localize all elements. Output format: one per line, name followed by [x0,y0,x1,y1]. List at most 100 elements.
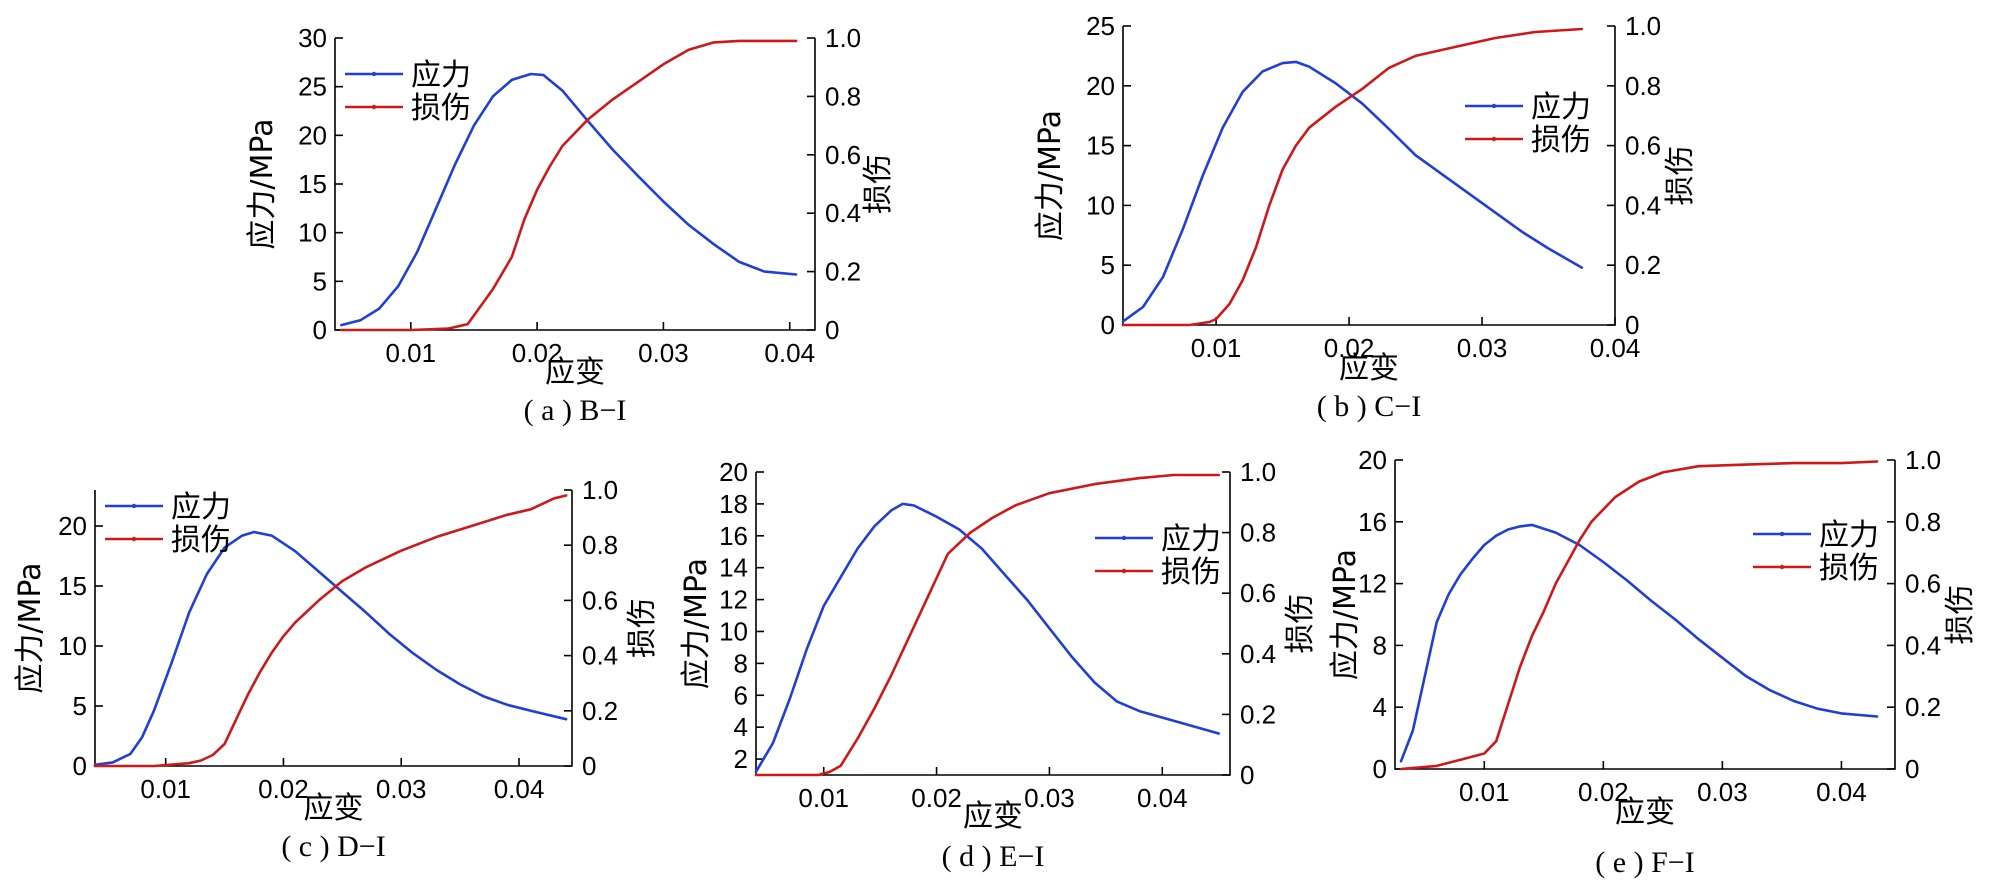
x-tick-label: 0.02 [1578,777,1629,807]
x-tick-label: 0.04 [494,774,545,804]
x-tick-label: 0.04 [1590,333,1641,363]
y-tick-label: 10 [1086,190,1115,220]
y2-tick-label: 0 [582,751,596,781]
x-axis-title: 应变 [1615,795,1675,830]
y-tick-label: 20 [1358,445,1387,475]
x-tick-label: 0.01 [385,338,436,368]
y-tick-label: 25 [1086,11,1115,41]
y2-tick-label: 0.6 [825,140,861,170]
y2-tick-label: 0.2 [1625,250,1661,280]
y-tick-label: 2 [734,744,748,774]
x-tick-label: 0.02 [911,783,962,813]
legend-label: 应力 [1819,518,1879,553]
x-tick-label: 0.01 [1459,777,1510,807]
y2-tick-label: 0.8 [1240,518,1276,548]
x-tick-label: 0.02 [1324,333,1375,363]
axis-frame [94,490,573,767]
x-tick-label: 0.01 [798,783,849,813]
chart-panel-2: 0.01 0.02 0.03 0.04051015202500.20.40.60.81… [1033,11,1698,423]
axis-frame [755,472,1231,776]
y2-tick-label: 0.8 [825,81,861,111]
series-line-stress [1399,523,1879,763]
legend-label: 损伤 [1531,123,1591,158]
y-tick-label: 20 [1086,71,1115,101]
y-tick-label: 8 [734,648,748,678]
y-tick-label: 15 [58,571,87,601]
y-axis-title: 应力/MPa [1328,549,1363,680]
y-tick-label: 30 [298,23,327,53]
x-tick-label: 0.02 [512,338,563,368]
y-tick-label: 0 [73,751,87,781]
panel-caption: ( e ) F−I [1595,846,1694,879]
series-line-stress [1121,60,1584,323]
series-line-stress [340,72,798,327]
series-line-damage [340,39,798,332]
series-line-damage [93,494,568,768]
panel-caption: ( a ) B−I [524,394,627,427]
legend-label: 损伤 [1819,551,1879,586]
y-tick-label: 15 [298,169,327,199]
y2-tick-label: 0.4 [1905,630,1941,660]
y2-tick-label: 0.4 [1625,190,1661,220]
y-tick-label: 6 [734,680,748,710]
y2-tick-label: 0 [1240,760,1254,790]
chart-panel-1: 0.01 0.02 0.03 0.04 0 5 10 15 20 25 30 0 0.2 0.4 0.6 0.… [245,23,896,427]
x-tick-label: 0.01 [140,774,191,804]
x-tick-label: 0.02 [258,774,309,804]
y-tick-label: 10 [58,631,87,661]
legend-label: 损伤 [411,91,471,126]
y2-tick-label: 0.4 [1240,639,1276,669]
x-tick-label: 0.03 [638,338,689,368]
legend-marker [1491,136,1497,142]
axis-frame [334,38,816,331]
series-line-stress [754,502,1220,774]
y2-tick-label: 0.2 [582,696,618,726]
y-tick-label: 10 [719,616,748,646]
y-tick-label: 15 [1086,131,1115,161]
panel-caption: ( d ) E−I [942,840,1045,873]
y2-tick-label: 0 [825,315,839,345]
x-axis-title: 应变 [1339,351,1399,386]
x-axis-title: 应变 [304,791,364,826]
y2-tick-label: 1.0 [1240,457,1276,487]
axis-frame [1394,460,1896,770]
legend-label: 应力 [411,58,471,93]
legend-marker [1121,568,1127,574]
y2-tick-label: 0.2 [1905,692,1941,722]
legend-label: 损伤 [1161,555,1221,590]
y-tick-label: 5 [1101,250,1115,280]
y-axis-title: 应力/MPa [245,118,280,249]
y2-tick-label: 0.2 [1240,699,1276,729]
y2-tick-label: 0 [1905,754,1919,784]
legend-marker [371,104,377,110]
chart-panel-3: 0.01 0.02 0.03 0.04 0 5 10 15 20 0 0.2 0.4 0.6 0.8 1.0… [13,475,660,863]
y-tick-label: 0 [1101,310,1115,340]
y-tick-label: 12 [719,585,748,615]
y2-tick-label: 1.0 [1905,445,1941,475]
x-tick-label: 0.03 [1457,333,1508,363]
y2-tick-label: 0.2 [825,257,861,287]
y2-tick-label: 0.6 [1625,131,1661,161]
x-tick-label: 0.01 [1191,333,1242,363]
y-tick-label: 16 [1358,507,1387,537]
y-axis-title: 应力/MPa [679,558,714,689]
legend-marker [1779,531,1785,537]
y-tick-label: 20 [58,511,87,541]
y-tick-label: 5 [73,691,87,721]
y-tick-label: 5 [313,266,327,296]
y-tick-label: 18 [719,489,748,519]
legend-marker [371,71,377,77]
series-line-damage [1121,27,1584,327]
legend-marker [1779,564,1785,570]
y-axis-title: 应力/MPa [13,562,48,693]
y2-tick-label: 0 [1625,310,1639,340]
x-tick-label: 0.03 [376,774,427,804]
x-tick-label: 0.04 [764,338,815,368]
panel-caption: ( c ) D−I [281,830,385,863]
y2-tick-label: 0.6 [582,585,618,615]
y2-tick-label: 0.8 [1905,507,1941,537]
legend-marker [131,536,137,542]
y-tick-label: 4 [1373,692,1387,722]
y2-axis-title: 损伤 [1943,585,1978,645]
